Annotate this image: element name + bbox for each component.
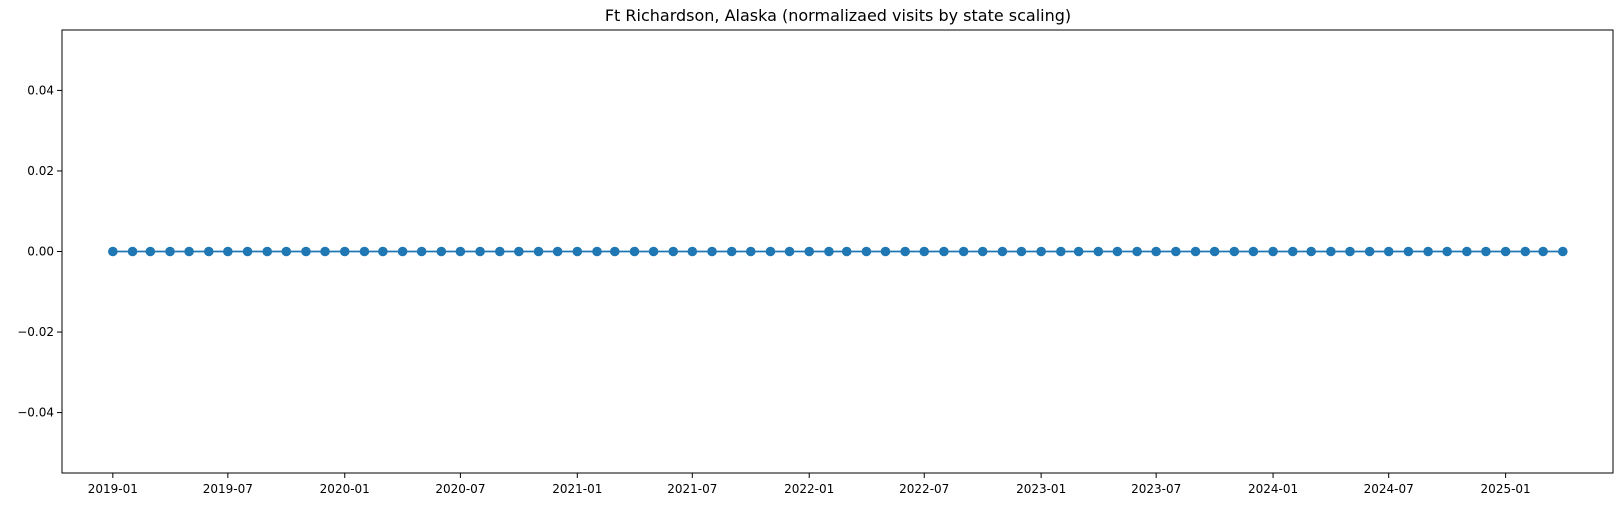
data-point — [1383, 246, 1394, 257]
data-point — [1016, 246, 1027, 257]
data-point — [1287, 246, 1298, 257]
data-point — [1481, 246, 1491, 257]
data-point — [592, 246, 602, 257]
data-point — [416, 246, 427, 257]
data-point — [475, 246, 485, 257]
data-point — [1190, 246, 1201, 257]
series-points — [108, 246, 1568, 257]
x-tick-label: 2022-01 — [784, 482, 834, 496]
x-tick-label: 2021-01 — [552, 482, 602, 496]
data-point — [455, 246, 466, 257]
data-point — [1326, 246, 1336, 257]
data-point — [1520, 246, 1531, 257]
x-tick-label: 2023-07 — [1131, 482, 1181, 496]
y-tick-label: −0.04 — [17, 406, 54, 420]
data-point — [958, 246, 969, 257]
x-tick-label: 2022-07 — [899, 482, 949, 496]
data-point — [514, 246, 524, 257]
data-point — [397, 246, 408, 257]
data-point — [824, 246, 834, 257]
data-point — [629, 246, 640, 257]
x-tick-label: 2024-01 — [1248, 482, 1298, 496]
data-point — [745, 246, 756, 257]
y-tick-label: 0.00 — [27, 245, 54, 259]
data-point — [1500, 246, 1511, 257]
data-point — [1209, 246, 1220, 257]
data-point — [127, 246, 138, 257]
data-point — [1558, 246, 1568, 257]
data-point — [223, 246, 233, 257]
data-point — [108, 246, 118, 257]
data-point — [919, 246, 930, 257]
data-point — [1229, 246, 1240, 257]
data-point — [609, 246, 620, 257]
data-point — [572, 246, 583, 257]
data-point — [841, 246, 852, 257]
data-point — [1132, 246, 1142, 257]
data-point — [861, 246, 872, 257]
data-point — [880, 246, 891, 257]
y-axis: 0.04 0.02 0.00 −0.02 −0.04 — [17, 83, 62, 420]
data-point — [165, 246, 175, 257]
x-tick-label: 2023-01 — [1016, 482, 1066, 496]
x-tick-label: 2021-07 — [667, 482, 717, 496]
data-point — [804, 246, 815, 257]
data-point — [339, 246, 350, 257]
x-tick-label: 2025-01 — [1481, 482, 1531, 496]
x-tick-label: 2020-01 — [320, 482, 370, 496]
data-point — [707, 246, 717, 257]
data-point — [1403, 246, 1414, 257]
data-point — [281, 246, 292, 257]
data-point — [1056, 246, 1066, 257]
x-tick-label: 2024-07 — [1364, 482, 1414, 496]
data-point — [1364, 246, 1375, 257]
data-point — [262, 246, 273, 257]
data-point — [1248, 246, 1259, 257]
data-point — [203, 246, 214, 257]
y-tick-label: 0.04 — [27, 83, 54, 97]
data-point — [184, 246, 194, 257]
x-axis: 2019-01 2019-07 2020-01 2020-07 2021-01 2021-… — [88, 473, 1531, 496]
data-point — [1462, 246, 1472, 257]
data-point — [320, 246, 330, 257]
data-point — [1442, 246, 1452, 257]
chart-title: Ft Richardson, Alaska (normalizaed visit… — [605, 6, 1071, 25]
x-tick-label: 2019-07 — [203, 482, 253, 496]
data-point — [726, 246, 737, 257]
data-point — [1306, 246, 1316, 257]
data-point — [552, 246, 563, 257]
data-point — [378, 246, 388, 257]
data-point — [1036, 246, 1046, 257]
data-point — [939, 246, 949, 257]
data-point — [1151, 246, 1161, 257]
data-point — [997, 246, 1008, 257]
data-point — [1073, 246, 1084, 257]
x-tick-label: 2019-01 — [88, 482, 138, 496]
data-point — [436, 246, 447, 257]
data-point — [1268, 246, 1278, 257]
data-point — [648, 246, 659, 257]
data-point — [668, 246, 679, 257]
data-point — [494, 246, 505, 257]
y-tick-label: −0.02 — [17, 325, 54, 339]
data-point — [900, 246, 910, 257]
y-tick-label: 0.02 — [27, 164, 54, 178]
data-point — [145, 246, 156, 257]
data-point — [977, 246, 988, 257]
data-point — [533, 246, 544, 257]
data-point — [687, 246, 698, 257]
data-point — [1093, 246, 1104, 257]
x-tick-label: 2020-07 — [435, 482, 485, 496]
data-point — [1423, 246, 1433, 257]
data-point — [1171, 246, 1181, 257]
data-point — [301, 246, 311, 257]
data-point — [784, 246, 795, 257]
data-point — [1345, 246, 1355, 257]
data-point — [359, 246, 370, 257]
data-point — [1538, 246, 1548, 257]
data-point — [1112, 246, 1123, 257]
data-point — [242, 246, 253, 257]
data-point — [765, 246, 776, 257]
